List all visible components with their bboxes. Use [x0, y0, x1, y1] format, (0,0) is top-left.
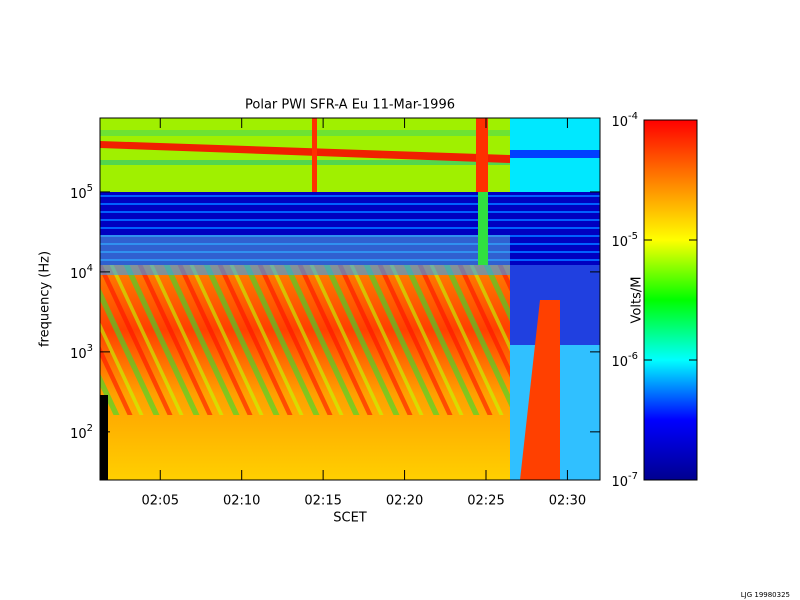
colorbar-tick-label: 10-7: [611, 471, 638, 490]
colorbar-tick-label: 10-6: [611, 351, 638, 370]
x-tick-label: 02:25: [467, 494, 504, 509]
chart-title: Polar PWI SFR-A Eu 11-Mar-1996: [245, 98, 455, 113]
footer: LJG 19980325: [741, 591, 790, 599]
tick-label-exponent: 4: [87, 263, 93, 274]
colorbar-tick-label: 10-5: [611, 231, 638, 250]
y-tick-label: 103: [70, 343, 93, 362]
y-tick-label: 104: [70, 263, 93, 282]
y-tick-label: 105: [70, 183, 93, 202]
colorbar-label: Volts/M: [630, 277, 645, 324]
tick-label-base: 10: [611, 115, 628, 130]
tick-label-base: 10: [70, 346, 87, 361]
tick-label-base: 10: [70, 426, 87, 441]
x-axis-label: SCET: [333, 511, 367, 526]
x-tick-label: 02:05: [142, 494, 179, 509]
tick-label-base: 10: [611, 475, 628, 490]
x-tick-label: 02:15: [304, 494, 341, 509]
y-tick-label: 102: [70, 423, 93, 442]
tick-label-exponent: 3: [87, 343, 93, 354]
y-axis-label: frequency (Hz): [38, 251, 53, 347]
colorbar: [643, 119, 698, 481]
tick-label-base: 10: [611, 355, 628, 370]
tick-label-exponent: -5: [628, 231, 638, 242]
spectrogram-image: [100, 118, 600, 480]
colorbar-tick-label: 10-4: [611, 111, 638, 130]
tick-label-exponent: -7: [628, 471, 638, 482]
tick-label-exponent: -4: [628, 111, 638, 122]
tick-label-exponent: 2: [87, 423, 93, 434]
tick-label-base: 10: [611, 235, 628, 250]
x-tick-label: 02:30: [549, 494, 586, 509]
tick-label-exponent: -6: [628, 351, 638, 362]
x-tick-label: 02:10: [223, 494, 260, 509]
plot-frame: [99, 117, 601, 481]
x-tick-label: 02:20: [386, 494, 423, 509]
tick-label-base: 10: [70, 266, 87, 281]
tick-label-base: 10: [70, 186, 87, 201]
tick-label-exponent: 5: [87, 183, 93, 194]
